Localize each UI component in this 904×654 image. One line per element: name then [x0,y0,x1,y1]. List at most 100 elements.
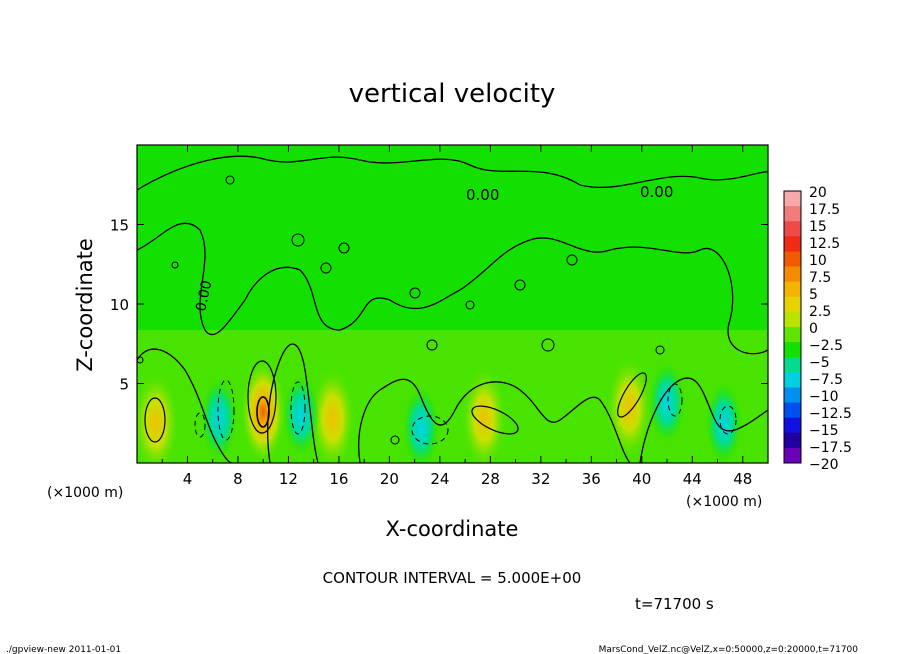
contour-ellipse [617,372,647,418]
colorbar-label: −12.5 [809,406,852,422]
contour-small [426,339,438,351]
x-unit-right: (×1000 m) [686,494,762,510]
chart-title: vertical velocity [349,79,556,109]
colorbar-segment [784,206,801,222]
colorbar-segment [784,296,801,313]
contour-ellipse [144,397,166,443]
x-tick-label: 28 [481,470,500,488]
x-tick-label: 8 [233,470,243,488]
contour-dashed [217,379,235,441]
colorbar-segment [784,372,801,388]
contour-dashed [667,383,683,417]
contour-small [171,261,179,269]
colorbar-segment [784,236,801,252]
x-tick-label: 16 [329,470,348,488]
contour-ellipse [247,360,277,434]
x-tick-label: 4 [183,470,193,488]
colorbar-segment [784,447,801,464]
colorbar-segment [784,342,801,358]
colorbar-label: −7.5 [809,372,843,388]
contour-small [225,175,235,185]
contour-ellipse [471,405,519,435]
colorbar-label: −20 [809,457,839,473]
x-tick-label: 32 [531,470,550,488]
colorbar-segment [784,357,801,373]
contour-interval: CONTOUR INTERVAL = 5.000E+00 [323,569,582,587]
colorbar-label: −5 [809,355,830,371]
heatmap-field [137,155,768,463]
x-tick-label: 20 [380,470,399,488]
updraft-cell [310,368,355,463]
colorbar-segment [784,327,801,343]
contour-small [409,287,421,299]
colorbar-segment [784,402,801,419]
colorbar-segment [784,417,801,434]
contour-small [137,356,144,364]
colorbar-label: 7.5 [809,270,831,286]
colorbar-label: 17.5 [809,202,840,218]
colorbar-segment [784,311,801,328]
colorbar-segment [784,221,801,237]
contour-line [137,348,233,463]
x-tick-label: 36 [582,470,601,488]
x-tick-label: 12 [279,470,298,488]
updraft-cell [137,373,178,463]
y-tick-label: 15 [110,217,129,235]
downdraft-cell [283,375,320,456]
contour-label: 0.00 [193,279,215,313]
colorbar-label: 0 [809,321,818,337]
contour-small [541,338,555,352]
colorbar-segment [784,251,801,268]
colorbar-segment [784,191,801,207]
y-axis: 5 10 15 [110,217,768,394]
x-unit-left: (×1000 m) [47,485,123,501]
contour-small [291,233,305,247]
colorbar-label: 12.5 [809,236,840,252]
colorbar-label: −15 [809,423,839,439]
contour-small [655,345,665,355]
plot-area: 0.00 0.00 0.00 [136,144,769,464]
contour-small [465,300,475,310]
contour-small [390,435,400,445]
colorbar-segment [784,281,801,298]
contour-small [514,279,526,291]
y-axis-label: Z-coordinate [73,238,97,372]
x-axis: 4 8 12 16 20 24 28 32 36 40 44 48 [161,145,752,488]
colorbar-label: −2.5 [809,338,843,354]
x-tick-label: 40 [632,470,651,488]
x-axis-label: X-coordinate [386,517,519,541]
downdraft-cell [649,362,686,443]
downdraft-cell [402,388,439,463]
contour-small [320,262,332,274]
x-tick-label: 44 [683,470,702,488]
colorbar-label: −17.5 [809,440,852,456]
updraft-cell [462,368,507,463]
footer-right: MarsCond_VelZ.nc@VelZ,x=0:50000,z=0:2000… [599,645,859,654]
colorbar: 2017.51512.5107.552.50−2.5−5−7.5−10−12.5… [783,185,852,473]
colorbar-label: −10 [809,389,839,405]
updraft-cell [241,362,286,463]
contour-label: 0.00 [466,186,499,204]
contour-label: 0.00 [640,183,673,201]
contour-dashed [194,412,206,438]
time-label: t=71700 s [635,595,714,613]
contour-line [137,155,768,191]
contour-line [137,222,768,355]
colorbar-label: 20 [809,185,827,201]
contour-dashed [411,415,449,445]
colorbar-label: 15 [809,219,827,235]
colorbar-frame [783,190,802,464]
updraft-cell [607,357,652,458]
contour-line [358,378,631,463]
y-tick-label: 5 [119,376,129,394]
contour-small [338,242,350,254]
contour-dashed [290,381,306,435]
contour-dashed [719,405,737,435]
colorbar-segment [784,266,801,283]
footer-left: ./gpview-new 2011-01-01 [6,645,121,654]
colorbar-label: 5 [809,287,818,303]
colorbar-segment [784,432,801,449]
x-tick-label: 24 [430,470,449,488]
colorbar-label: 2.5 [809,304,831,320]
